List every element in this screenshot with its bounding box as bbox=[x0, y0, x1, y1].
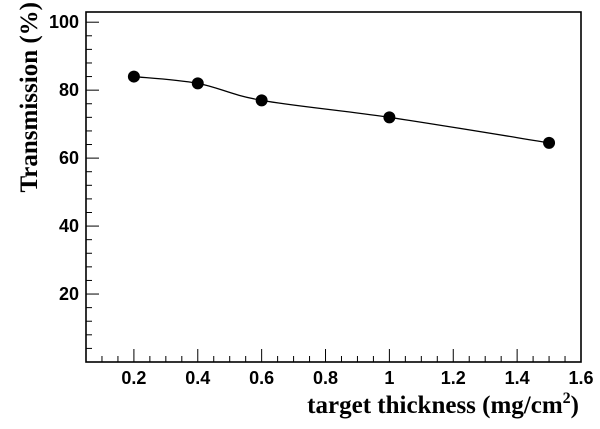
y-tick-label: 60 bbox=[59, 148, 79, 168]
x-tick-label: 0.6 bbox=[249, 368, 274, 388]
y-axis-title: Transmission (%) bbox=[16, 2, 43, 193]
y-tick-label: 20 bbox=[59, 284, 79, 304]
plot-frame bbox=[85, 11, 582, 363]
x-tick-label: 0.4 bbox=[185, 368, 210, 388]
data-points bbox=[127, 70, 556, 149]
x-tick-label: 1.6 bbox=[568, 368, 593, 388]
data-point bbox=[543, 136, 556, 149]
series-line bbox=[133, 75, 550, 144]
x-axis-title: target thickness (mg/cm2) bbox=[307, 390, 579, 419]
y-axis: 20 40 60 80 100 bbox=[49, 12, 99, 349]
data-point bbox=[127, 70, 140, 83]
y-tick-label: 40 bbox=[59, 216, 79, 236]
x-tick-label: 1.2 bbox=[441, 368, 466, 388]
x-tick-label: 0.2 bbox=[121, 368, 146, 388]
y-tick-label: 100 bbox=[49, 12, 79, 32]
x-axis: 0.2 0.4 0.6 0.8 1 1.2 1.4 1.6 bbox=[101, 349, 594, 388]
x-axis-title-suffix: ) bbox=[571, 392, 579, 419]
data-point bbox=[255, 94, 268, 107]
data-point bbox=[383, 111, 396, 124]
y-tick-label: 80 bbox=[59, 80, 79, 100]
x-tick-label: 0.8 bbox=[313, 368, 338, 388]
x-tick-label: 1.4 bbox=[505, 368, 530, 388]
data-point bbox=[191, 77, 204, 90]
x-axis-title-superscript: 2 bbox=[563, 390, 571, 407]
x-tick-label: 1 bbox=[384, 368, 394, 388]
x-axis-title-main: target thickness (mg/cm bbox=[307, 392, 563, 419]
